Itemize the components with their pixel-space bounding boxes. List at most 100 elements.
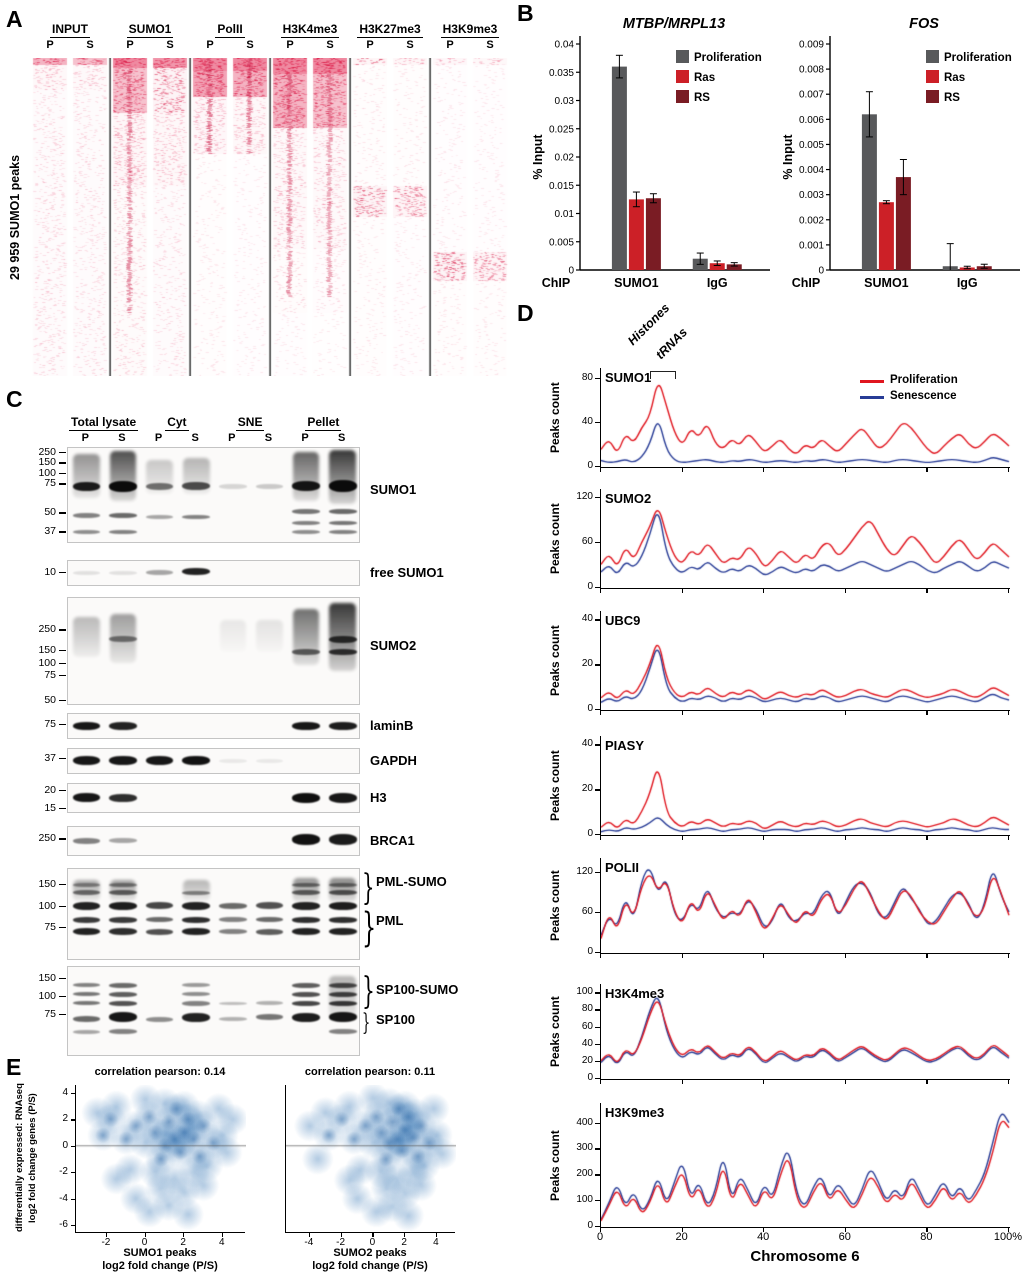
- panel-e-ylabel-line1: differentially expressed: RNAseq: [14, 1083, 25, 1233]
- y-tick-label: 0: [62, 1139, 68, 1151]
- legend-row: Senescence: [860, 390, 1010, 404]
- marker-tick: [59, 905, 66, 908]
- blot-group-label-1: Cyt: [140, 415, 213, 431]
- y-tick-label: 0.006: [799, 115, 824, 126]
- x-tick-label: -2: [101, 1237, 111, 1248]
- x-tick: [404, 1233, 406, 1237]
- bar-rs-igg: [726, 264, 742, 270]
- x-tick: [844, 468, 847, 472]
- plot-ylabel: Peaks count: [548, 870, 562, 942]
- x-tick-label: 100%: [993, 1231, 1023, 1243]
- line-plot-piasy: [600, 736, 1011, 836]
- blot-lane-label: S: [191, 432, 199, 444]
- blot-band: [72, 992, 101, 996]
- x-tick: [1008, 954, 1010, 958]
- marker-tick: [59, 531, 66, 533]
- legend-swatch-proliferation: [926, 50, 939, 63]
- x-tick-label: 20: [675, 1231, 688, 1243]
- x-tick: [600, 589, 602, 593]
- blot-band: [219, 917, 247, 923]
- line-plot-canvas: [601, 1103, 1011, 1228]
- scatter2-title: correlation pearson: 0.11: [304, 1066, 436, 1078]
- blot-band: [328, 480, 357, 493]
- x-category-label: SUMO1: [614, 276, 659, 290]
- x-tick: [926, 954, 928, 958]
- marker-tick: [59, 977, 66, 980]
- blot-strip-PML: [67, 868, 360, 960]
- blot-band: [328, 1012, 357, 1023]
- y-tick: [71, 1145, 75, 1147]
- marker-75: 75: [44, 920, 56, 933]
- bar-proliferation-sumo1: [861, 114, 877, 270]
- blot-band: [72, 890, 101, 896]
- blot-band: [182, 901, 210, 910]
- bar-chart-fos: FOS % Input 0 0.001 0.002 0.003 0.004 0.005 0.00…: [781, 16, 1020, 290]
- blot-band: [145, 482, 174, 490]
- x-axis-prefix: ChIP: [792, 276, 820, 290]
- blot-band: [328, 901, 357, 910]
- marker-tick: [59, 883, 66, 886]
- line-plot-h3k9me3: [600, 1103, 1011, 1228]
- line-plot-ubc9: [600, 611, 1011, 711]
- y-tick-label: 60: [581, 535, 593, 547]
- marker-tick: [59, 472, 66, 475]
- y-tick-label: 40: [581, 613, 593, 625]
- blot-strip-SUMO1: [67, 447, 360, 543]
- y-axis-label: % Input: [781, 134, 795, 180]
- blot-protein-label: PML: [376, 913, 404, 929]
- blot-band: [109, 890, 137, 896]
- x-tick-label: 0: [141, 1237, 148, 1248]
- blot-band: [255, 917, 284, 923]
- y-tick-label: 40: [581, 738, 593, 750]
- plot-title-PIASY: PIASY: [605, 738, 645, 753]
- bar-ras-sumo1: [878, 202, 894, 270]
- x-tick: [763, 468, 765, 472]
- blot-band: [109, 882, 137, 887]
- y-tick: [595, 1174, 600, 1176]
- heatmap-lane-label: P: [446, 39, 454, 51]
- blot-band: [292, 721, 320, 730]
- marker-100: 100: [38, 989, 56, 1002]
- x-tick: [600, 954, 602, 958]
- scatter2-xlabel-line1: SUMO2 peaks: [333, 1247, 407, 1259]
- blot-band: [255, 1014, 284, 1021]
- x-tick: [926, 1080, 928, 1084]
- marker-15: 15: [44, 801, 56, 814]
- x-tick: [1008, 1228, 1010, 1232]
- blot-band: [72, 928, 101, 936]
- blot-band: [255, 928, 284, 935]
- blot-band: [219, 758, 247, 763]
- x-tick: [1008, 1080, 1010, 1084]
- y-tick: [595, 1148, 600, 1150]
- y-tick: [71, 1119, 75, 1121]
- x-tick: [144, 1233, 146, 1237]
- x-tick: [681, 1080, 683, 1084]
- blot-band: [109, 756, 137, 766]
- x-tick: [763, 1228, 765, 1232]
- blot-band: [145, 1016, 174, 1022]
- blot-band: [292, 1000, 320, 1006]
- blot-brace: }: [362, 1008, 371, 1036]
- scatter-plot-0: [75, 1085, 246, 1233]
- y-tick: [595, 1122, 600, 1124]
- blot-band: [292, 834, 320, 846]
- blot-band: [72, 983, 101, 987]
- blot-band: [182, 482, 210, 491]
- heatmap-group-title: INPUT: [50, 22, 90, 38]
- marker-75: 75: [44, 477, 56, 490]
- y-tick: [595, 952, 600, 954]
- blot-band: [145, 917, 174, 923]
- heatmap-lane-label: P: [206, 39, 214, 51]
- blot-brace: }: [362, 969, 375, 1013]
- marker-tick: [59, 462, 66, 464]
- x-tick: [681, 1228, 683, 1232]
- blot-band: [72, 1016, 101, 1023]
- y-tick: [71, 1092, 75, 1095]
- y-tick-label: 20: [581, 783, 593, 795]
- marker-100: 100: [38, 656, 56, 669]
- marker-tick: [59, 1013, 66, 1016]
- plot-ylabel: Peaks count: [548, 503, 562, 575]
- legend-label: RS: [694, 92, 710, 104]
- heatmap-lane-label: S: [406, 39, 414, 51]
- y-tick-label: 2: [62, 1113, 68, 1125]
